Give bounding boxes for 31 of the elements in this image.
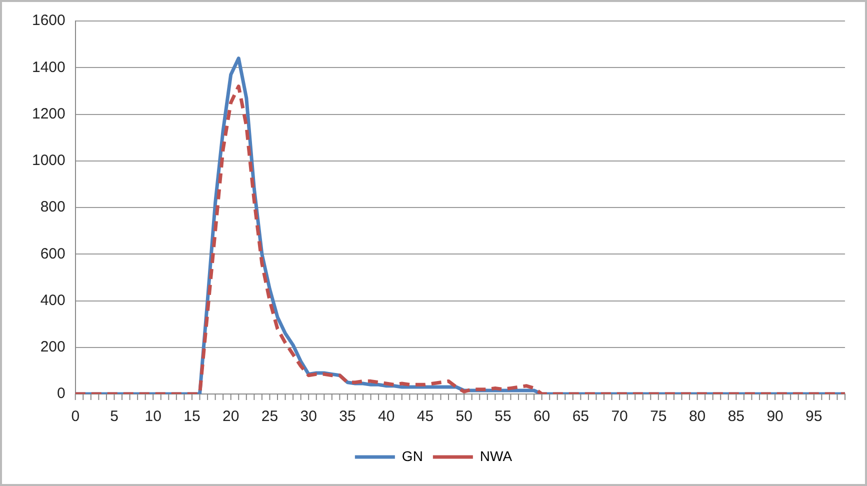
x-tick-label: 45 [416, 408, 434, 426]
x-tick-label: 30 [300, 408, 317, 426]
x-tick-label: 0 [71, 408, 80, 426]
legend-label: GN [402, 448, 423, 464]
x-tick-label: 90 [766, 408, 784, 426]
x-tick-label: 10 [144, 408, 162, 426]
x-tick-label: 60 [533, 408, 550, 426]
x-tick-label: 50 [456, 408, 472, 426]
y-tick-label: 1600 [32, 12, 66, 30]
y-tick-label: 800 [40, 198, 66, 216]
y-tick-label: 400 [40, 292, 66, 309]
y-tick-label: 1000 [32, 152, 66, 170]
x-tick-label: 85 [728, 408, 745, 426]
x-tick-label: 70 [611, 408, 628, 426]
y-tick-label: 200 [40, 338, 66, 356]
y-tick-label: 1200 [32, 105, 66, 122]
legend-label: NWA [480, 448, 513, 464]
y-tick-label: 600 [40, 245, 66, 262]
x-tick-label: 25 [261, 408, 278, 426]
x-tick-label: 15 [184, 408, 200, 426]
x-tick-label: 20 [222, 408, 240, 426]
x-tick-label: 5 [110, 408, 118, 426]
x-tick-label: 40 [378, 408, 395, 426]
x-tick-label: 55 [494, 408, 512, 426]
x-tick-label: 95 [806, 408, 822, 426]
x-tick-label: 65 [572, 408, 590, 426]
x-tick-label: 35 [339, 408, 356, 426]
x-tick-label: 80 [688, 408, 706, 426]
x-tick-label: 75 [650, 408, 667, 426]
y-tick-label: 0 [57, 385, 66, 402]
y-tick-label: 1400 [32, 58, 66, 76]
